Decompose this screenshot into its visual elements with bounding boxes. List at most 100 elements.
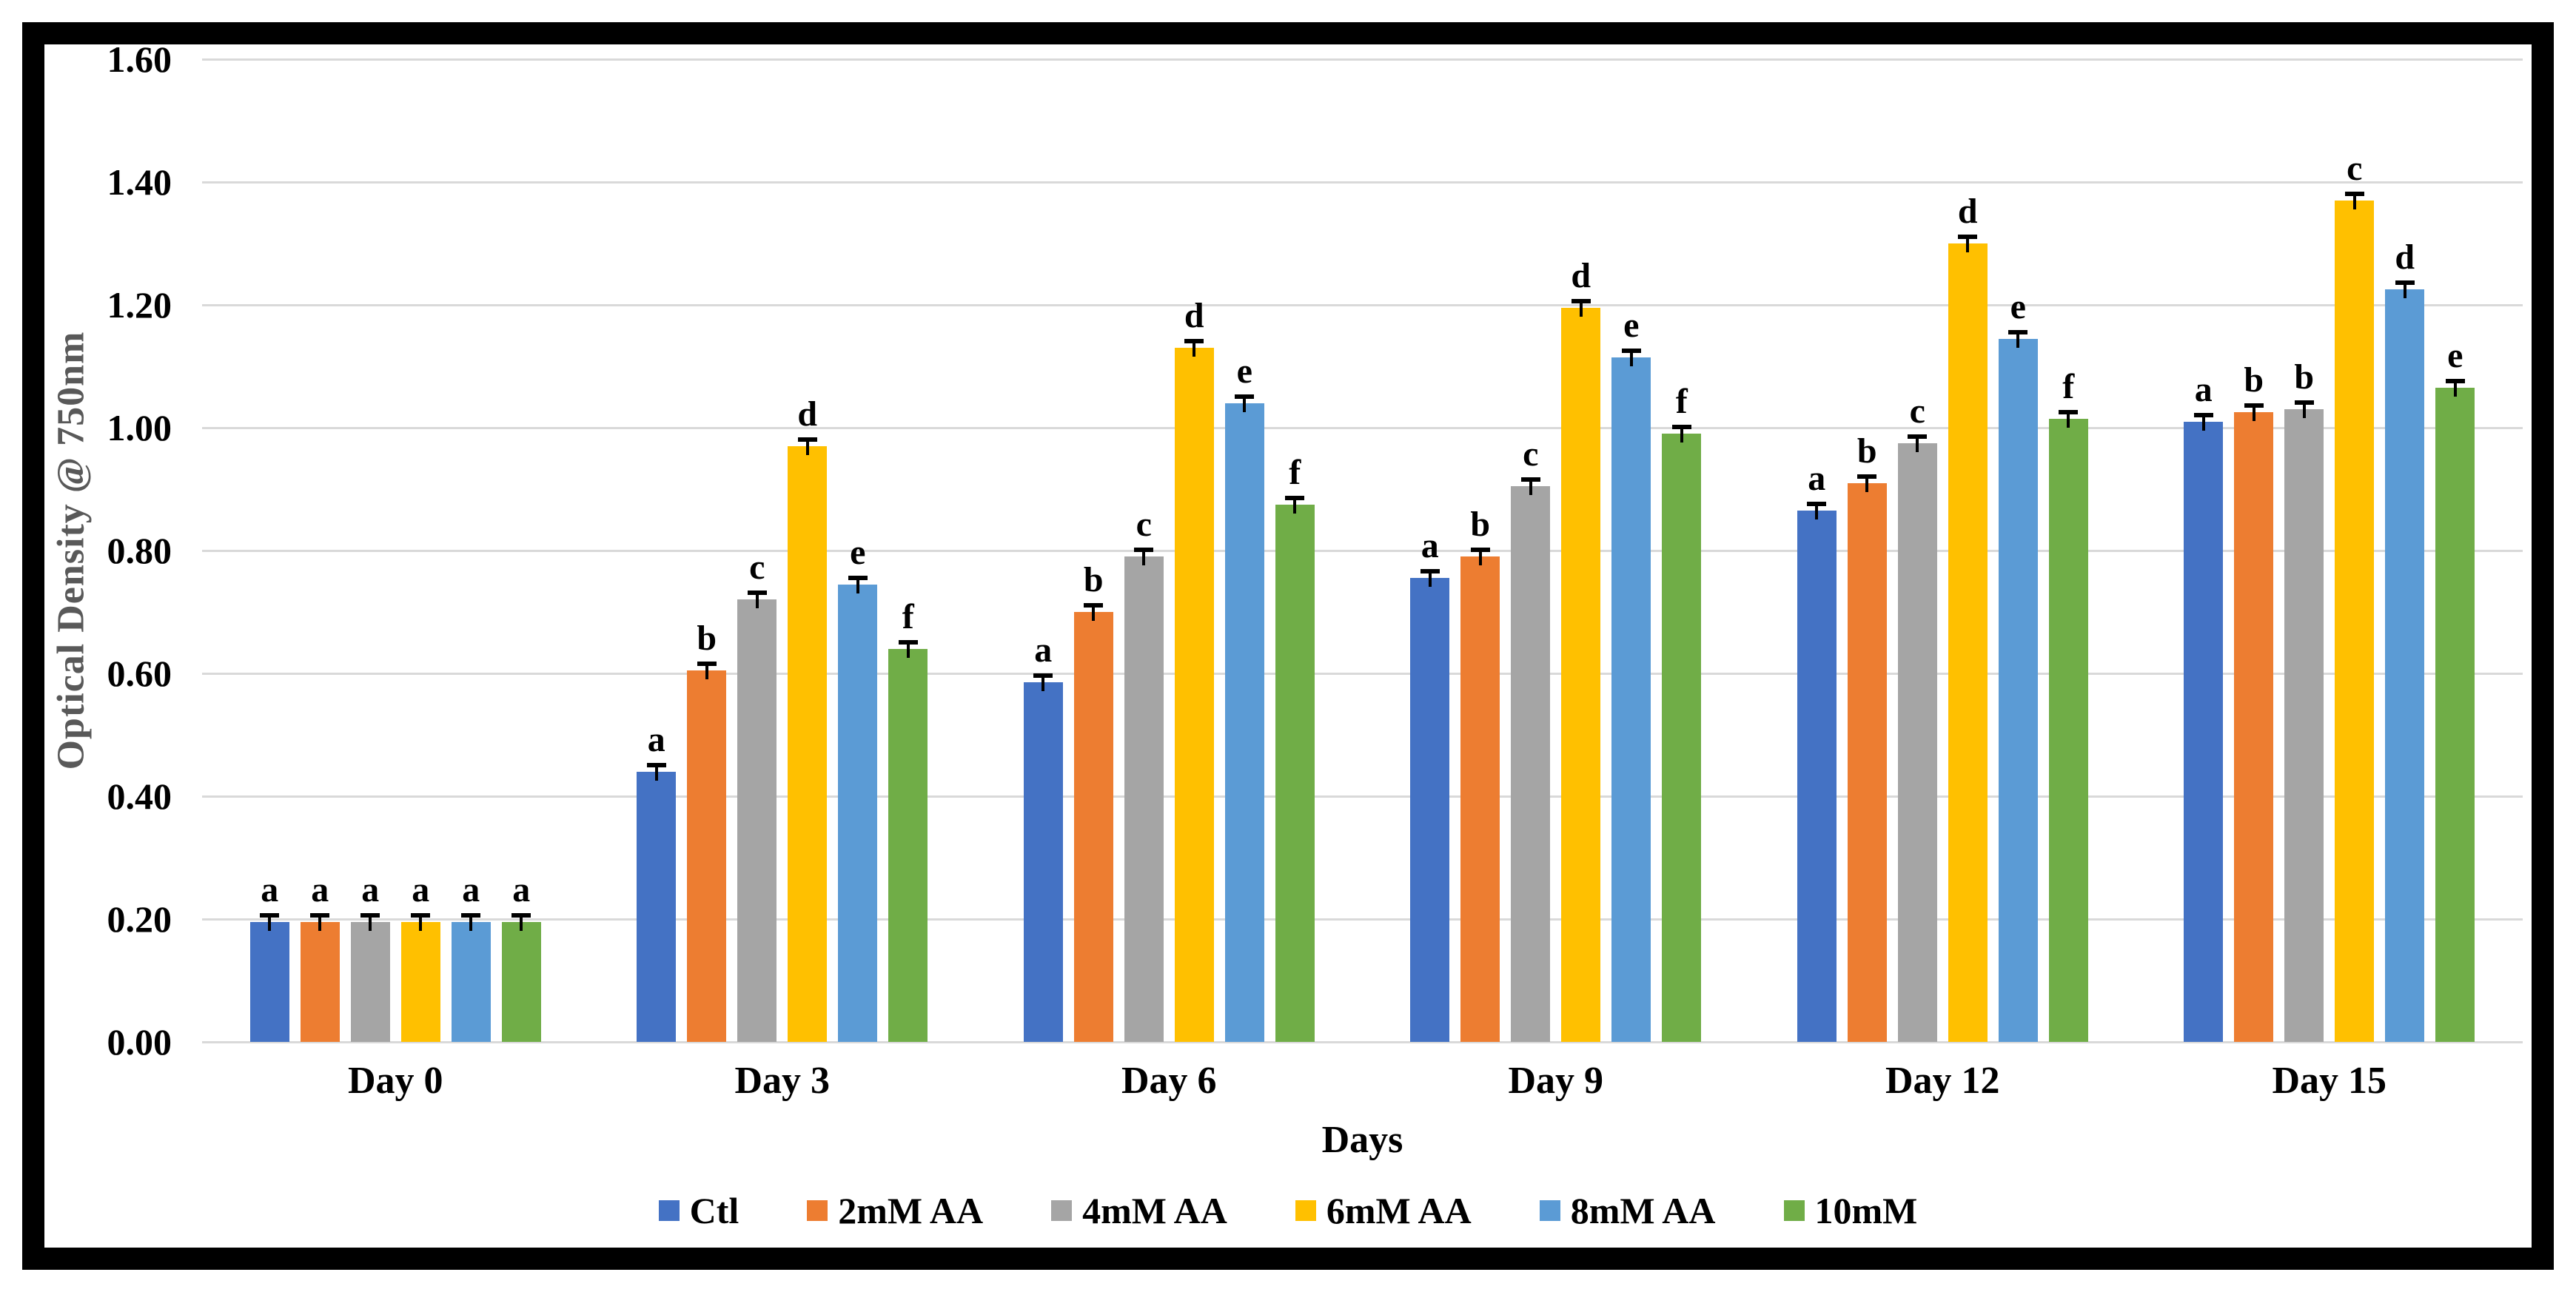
- bar-2mm-aa: [300, 922, 340, 1042]
- error-bar-cap: [310, 913, 330, 918]
- error-bar-cap: [797, 437, 817, 442]
- significance-letter: d: [2395, 238, 2415, 277]
- bar-8mm-aa: [451, 922, 491, 1042]
- h-gridline: [202, 918, 2523, 921]
- error-bar-whisker: [1865, 474, 1869, 492]
- bar-4mm-aa: [1897, 443, 1937, 1042]
- legend: Ctl 2mM AA 4mM AA 6mM AA 8mM AA 10mM: [0, 1190, 2576, 1231]
- error-bar-whisker: [520, 913, 523, 932]
- h-gridline: [202, 673, 2523, 675]
- significance-letter: a: [2194, 369, 2213, 409]
- legend-swatch-icon: [658, 1200, 680, 1221]
- significance-letter: d: [797, 394, 818, 434]
- legend-item: 8mM AA: [1539, 1190, 1716, 1231]
- significance-letter: c: [1136, 505, 1152, 545]
- error-bar-whisker: [654, 762, 658, 781]
- significance-letter: d: [1957, 192, 1978, 231]
- category-label: Day 6: [1121, 1060, 1217, 1102]
- y-tick-label: 1.00: [107, 407, 172, 448]
- significance-letter: c: [2347, 148, 2363, 188]
- significance-letter: a: [311, 870, 329, 910]
- legend-label: 8mM AA: [1570, 1190, 1716, 1231]
- significance-letter: c: [1909, 391, 1925, 431]
- significance-letter: a: [1808, 459, 1826, 499]
- error-bar-cap: [1033, 673, 1053, 679]
- error-bar-whisker: [1142, 548, 1146, 566]
- error-bar-cap: [1520, 477, 1540, 482]
- legend-item: Ctl: [658, 1190, 739, 1231]
- category-label: Day 9: [1508, 1060, 1604, 1102]
- error-bar-cap: [461, 913, 481, 918]
- error-bar-whisker: [1966, 235, 1970, 252]
- h-gridline: [202, 550, 2523, 552]
- bar-10mm: [501, 922, 541, 1042]
- error-bar-cap: [1857, 474, 1877, 479]
- significance-letter: a: [647, 719, 665, 759]
- error-bar-cap: [1084, 603, 1104, 608]
- error-bar-cap: [2244, 403, 2264, 408]
- error-bar-cap: [1235, 394, 1255, 399]
- legend-item: 2mM AA: [807, 1190, 983, 1231]
- error-bar-cap: [1420, 569, 1440, 574]
- error-bar-cap: [1184, 339, 1204, 344]
- bar-6mm-aa: [2335, 200, 2375, 1042]
- bar-ctl: [1797, 511, 1837, 1042]
- bar-8mm-aa: [2385, 289, 2425, 1042]
- error-bar-whisker: [805, 437, 809, 455]
- legend-swatch-icon: [807, 1200, 828, 1221]
- y-tick-label: 0.80: [107, 530, 172, 571]
- legend-label: 10mM: [1814, 1190, 1918, 1231]
- bar-2mm-aa: [2234, 412, 2274, 1042]
- category-label: Day 3: [734, 1060, 831, 1102]
- significance-letter: a: [412, 870, 430, 910]
- significance-letter: b: [1083, 560, 1104, 599]
- category-label: Day 15: [2272, 1060, 2387, 1102]
- error-bar-cap: [2395, 280, 2415, 286]
- error-bar-whisker: [1428, 569, 1432, 588]
- h-gridline: [202, 1041, 2523, 1043]
- legend-swatch-icon: [1539, 1200, 1560, 1221]
- significance-letter: a: [512, 870, 531, 910]
- error-bar-cap: [1671, 425, 1691, 430]
- error-bar-whisker: [1193, 339, 1196, 357]
- significance-letter: b: [697, 618, 717, 658]
- error-bar-whisker: [856, 575, 859, 593]
- significance-letter: d: [1184, 296, 1204, 336]
- y-tick-label: 1.40: [107, 161, 172, 203]
- y-tick-label: 0.20: [107, 898, 172, 940]
- bar-6mm-aa: [1561, 308, 1601, 1042]
- bar-4mm-aa: [350, 922, 390, 1042]
- error-bar-whisker: [1629, 348, 1633, 366]
- error-bar-cap: [697, 661, 717, 666]
- bar-ctl: [2184, 421, 2224, 1042]
- bar-ctl: [249, 922, 289, 1042]
- error-bar-cap: [2344, 191, 2364, 196]
- error-bar-cap: [1470, 548, 1490, 553]
- legend-swatch-icon: [1783, 1200, 1805, 1221]
- error-bar-cap: [360, 913, 380, 918]
- error-bar-whisker: [369, 913, 372, 932]
- error-bar-cap: [411, 913, 431, 918]
- h-gridline: [202, 58, 2523, 61]
- figure-border: [22, 22, 2554, 1270]
- bar-ctl: [1410, 578, 1450, 1042]
- error-bar-whisker: [1916, 434, 1919, 452]
- significance-letter: b: [1470, 505, 1491, 545]
- error-bar-cap: [1621, 348, 1641, 353]
- error-bar-cap: [1807, 502, 1827, 507]
- error-bar-cap: [2294, 400, 2314, 406]
- significance-letter: c: [1523, 434, 1539, 474]
- legend-label: 6mM AA: [1326, 1190, 1472, 1231]
- category-label: Day 0: [347, 1060, 443, 1102]
- error-bar-cap: [2193, 412, 2213, 417]
- legend-swatch-icon: [1295, 1200, 1316, 1221]
- significance-letter: f: [1289, 452, 1301, 492]
- error-bar-whisker: [1478, 548, 1482, 566]
- significance-letter: e: [2447, 336, 2463, 376]
- category-label: Day 12: [1885, 1060, 2000, 1102]
- error-bar-cap: [1908, 434, 1928, 439]
- significance-letter: b: [1856, 431, 1877, 471]
- bar-8mm-aa: [1611, 357, 1651, 1042]
- error-bar-whisker: [2067, 409, 2070, 428]
- error-bar-cap: [511, 913, 531, 918]
